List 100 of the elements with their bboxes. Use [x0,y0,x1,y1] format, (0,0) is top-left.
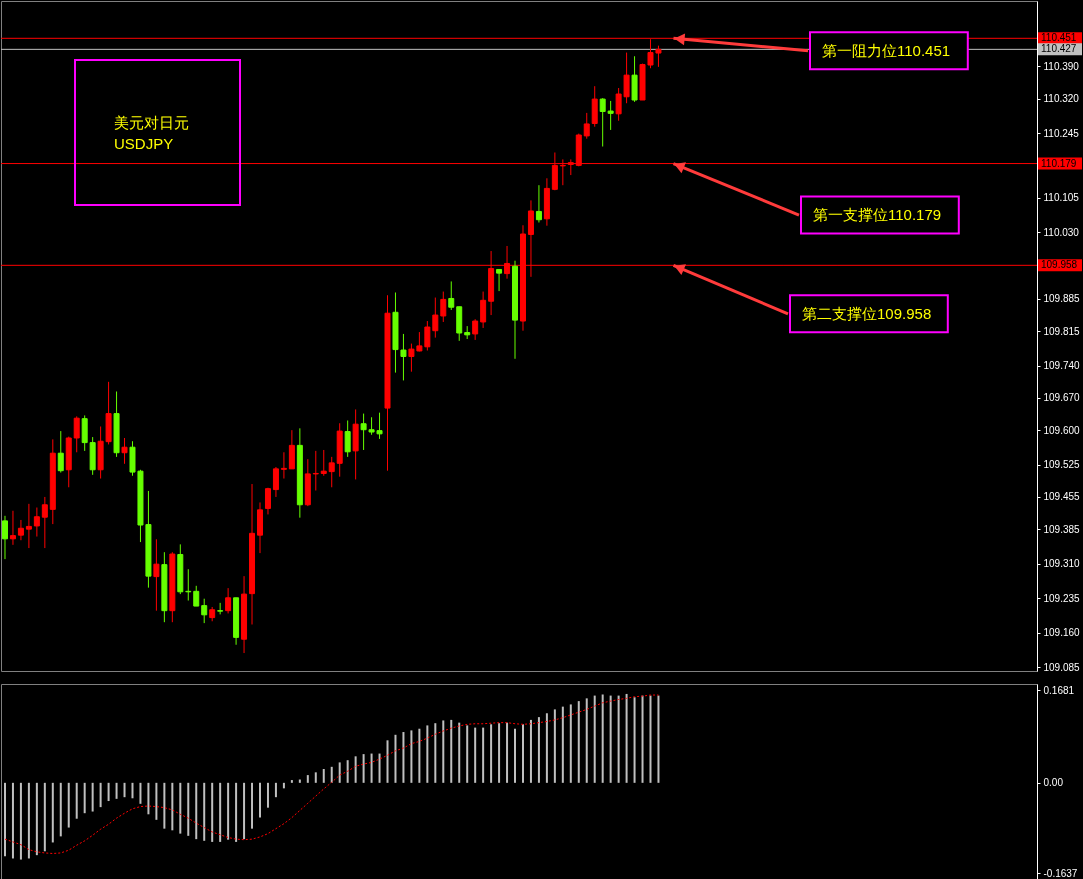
bar [474,727,477,783]
ref-line-label: 110.179 [1041,157,1077,169]
bar [131,782,134,799]
bar [569,704,572,783]
y-tick-label: 110.105 [1043,192,1080,204]
annotation: 第一阻力位110.451 [822,41,951,59]
y-tick-label: 109.740 [1043,360,1081,372]
candlestick [583,112,590,140]
bar [227,782,230,840]
bar [641,695,644,783]
candlestick [472,318,479,341]
bar [585,698,588,783]
bar [35,782,38,856]
candlestick [288,429,295,470]
bar [59,782,62,837]
candlestick [201,598,208,624]
bar [274,782,277,798]
candlestick [57,430,64,474]
bar [402,732,405,783]
candlestick [17,519,24,541]
candlestick [25,503,32,549]
bar [107,782,110,802]
bar [11,782,14,859]
candlestick [280,451,287,480]
bar [633,697,636,783]
bar [458,722,461,783]
candlestick [225,587,232,614]
candlestick [264,487,271,515]
bar [545,713,548,783]
bar [426,725,429,783]
candlestick [328,456,335,488]
bar [529,719,532,783]
y-tick-label: 109.600 [1043,424,1081,436]
bar [394,734,397,783]
bar [43,782,46,852]
candlestick [1,515,8,560]
y-tick-label: 109.310 [1043,558,1081,570]
bar [338,762,341,783]
bar [322,769,325,783]
bar [625,693,628,783]
candlestick [33,507,40,538]
bar [442,720,445,783]
bar [593,695,596,783]
candlestick [480,291,487,329]
candlestick [73,415,80,453]
bar [219,782,222,842]
bar [490,724,493,783]
bar [203,782,206,841]
bar [259,782,261,818]
bar [171,782,174,831]
y-tick-label: 110.390 [1043,60,1080,72]
y-tick-label: 109.385 [1043,523,1081,535]
candlestick [344,420,351,458]
y-tick-label: 109.235 [1043,592,1081,604]
bar [75,782,78,819]
y-tick-label: 109.670 [1043,392,1081,404]
ref-line-label: 109.958 [1041,259,1078,271]
bar [67,782,70,828]
y-tick-label: 109.525 [1043,459,1081,471]
bar [51,782,54,843]
bar [243,782,246,840]
text: 美元对日元 [114,114,189,131]
candlestick [153,538,160,612]
candlestick [535,184,542,223]
y-tick-label: 109.160 [1043,627,1081,639]
candlestick [440,291,447,323]
candlestick [41,496,48,549]
bar [370,753,373,783]
bar [179,782,182,834]
bar [163,782,166,829]
bar [3,782,6,857]
bar [577,701,580,783]
candlestick [193,585,200,607]
y-tick-label: 109.815 [1043,325,1081,337]
bar [418,728,421,783]
bar [609,695,612,783]
bar [282,782,285,789]
candlestick [312,450,319,491]
bar [83,782,86,814]
bar [290,780,293,783]
bar [482,727,485,783]
y-tick-label: 0.00 [1043,777,1064,789]
candlestick [448,280,455,311]
y-tick-label: 110.030 [1043,226,1080,238]
bar [553,709,556,783]
bar [115,782,118,799]
y-tick-label: 110.320 [1043,93,1080,105]
bar [434,723,437,783]
line-series [4,694,659,854]
bar [195,782,198,840]
y-tick-label: 110.245 [1043,127,1080,139]
bar [330,766,333,783]
bar [450,719,453,783]
bar [506,722,509,783]
annotation: 第一支撑位110.179 [813,206,942,224]
bar [91,782,94,812]
bar [314,772,317,783]
candlestick [320,449,327,477]
y-tick-label: 109.885 [1043,293,1081,305]
bar [521,724,524,783]
